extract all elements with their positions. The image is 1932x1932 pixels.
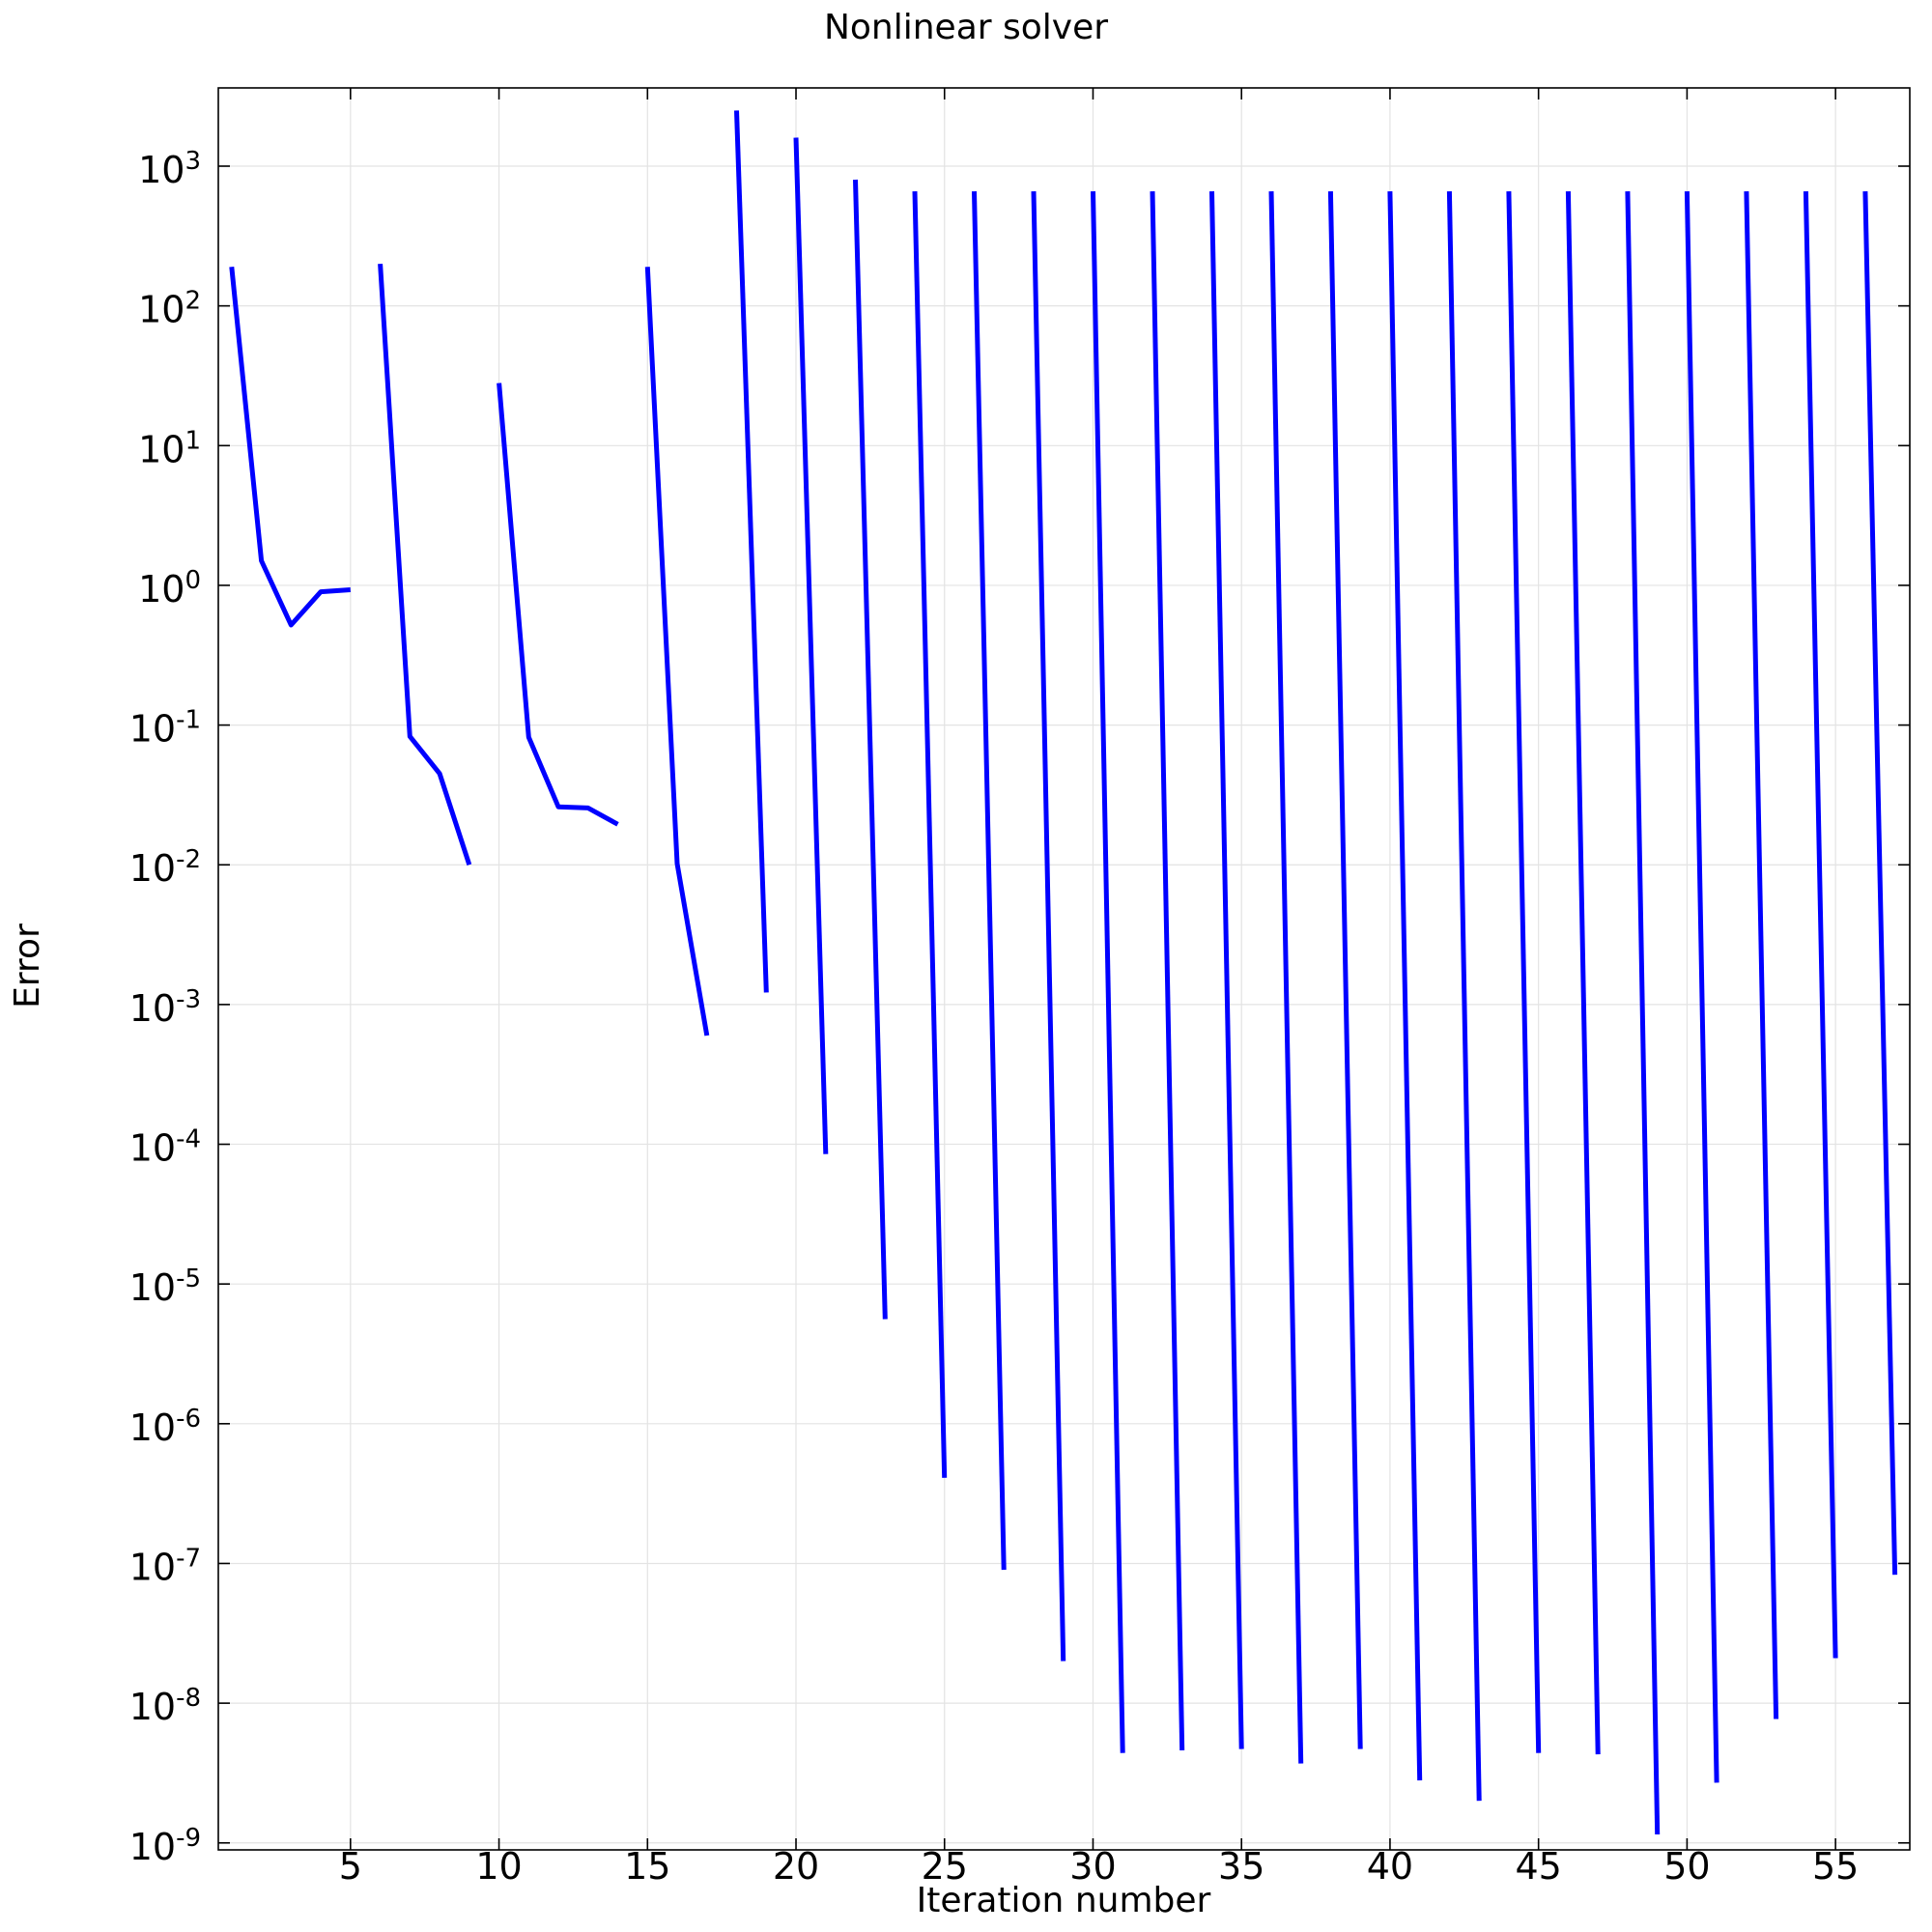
error-series-segment: [1862, 191, 1898, 1576]
error-series-segment: [972, 191, 1007, 1571]
error-series-segment: [1506, 191, 1542, 1753]
y-tick-label: 10-8: [129, 1684, 201, 1728]
error-series-segment: [1684, 191, 1719, 1783]
error-series-segment: [1031, 191, 1066, 1662]
error-series-segment: [1565, 191, 1601, 1755]
y-tick-label: 10-4: [129, 1125, 201, 1170]
y-tick-labels: 103 102 101 100 10-1 10-2 10-3 10-4 10-5 10-6 10-7…: [129, 147, 201, 1868]
error-series-segment: [378, 263, 472, 866]
error-series-segment: [1209, 191, 1244, 1749]
y-tick-label: 100: [138, 566, 201, 611]
error-series-segment: [912, 191, 948, 1478]
y-tick-label: 10-3: [129, 985, 201, 1030]
grid-lines: [218, 88, 1910, 1850]
x-axis-label: Iteration number: [917, 1881, 1211, 1920]
y-tick-label: 10-7: [129, 1544, 201, 1588]
x-tick-label: 30: [1069, 1845, 1116, 1888]
error-series-segment: [497, 383, 619, 827]
x-tick-label: 35: [1218, 1845, 1264, 1888]
y-tick-label: 10-9: [129, 1824, 201, 1868]
y-tick-label: 103: [138, 147, 201, 191]
x-tick-labels: 5 10 15 20 25 30 35 40 45 50 55: [339, 1845, 1860, 1888]
error-series-segment: [1803, 191, 1838, 1659]
x-tick-label: 25: [922, 1845, 968, 1888]
plot-frame: [217, 87, 1911, 1851]
error-series-segment: [1387, 191, 1423, 1781]
y-tick-label: 102: [138, 287, 201, 331]
y-tick-label: 10-5: [129, 1264, 201, 1309]
error-series-segment: [1150, 191, 1185, 1750]
error-series-segment: [1091, 191, 1125, 1753]
y-tick-label: 10-2: [129, 845, 201, 890]
x-tick-label: 10: [475, 1845, 522, 1888]
error-series-segment: [1744, 191, 1779, 1719]
error-series-segment: [1625, 191, 1661, 1835]
error-series-segment: [1268, 191, 1304, 1764]
x-tick-label: 5: [339, 1845, 362, 1888]
error-series-segment: [734, 110, 769, 993]
y-tick-label: 10-6: [129, 1405, 201, 1449]
x-tick-label: 50: [1663, 1845, 1710, 1888]
y-tick-label: 101: [138, 426, 201, 470]
error-series-segment: [229, 267, 351, 628]
y-axis-label: Error: [8, 923, 47, 1009]
x-tick-label: 45: [1515, 1845, 1561, 1888]
error-series-segment: [644, 267, 710, 1037]
x-tick-label: 40: [1367, 1845, 1413, 1888]
series-lines: [229, 110, 1898, 1835]
error-series-segment: [1446, 191, 1482, 1802]
error-series-segment: [853, 179, 888, 1320]
error-series-segment: [793, 137, 829, 1154]
error-series-segment: [1327, 191, 1363, 1749]
x-tick-label: 20: [773, 1845, 819, 1888]
tick-marks: [218, 88, 1910, 1850]
y-tick-label: 10-1: [129, 706, 201, 751]
chart-title: Nonlinear solver: [824, 8, 1108, 47]
x-tick-label: 15: [624, 1845, 670, 1888]
x-tick-label: 55: [1812, 1845, 1859, 1888]
